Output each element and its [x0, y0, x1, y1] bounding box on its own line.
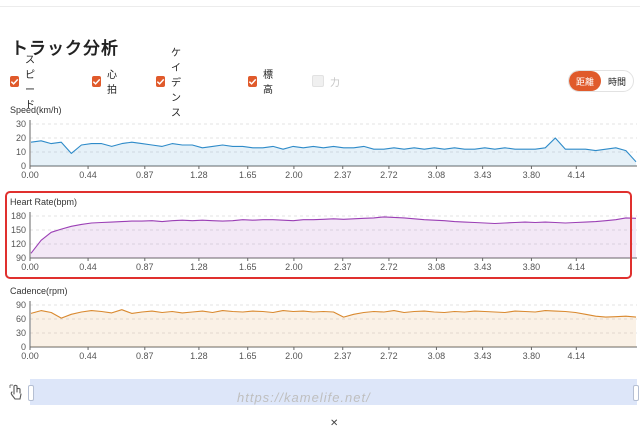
- page-title: トラック分析: [11, 39, 119, 58]
- cadence-chart: Cadence(rpm) 0 30 60 90 0.00 0.44 0.87 1.28 1.65 2…: [0, 281, 640, 363]
- x-tick-label: 1.65: [239, 170, 257, 180]
- y-tick-label: 90: [16, 253, 26, 263]
- speed-series-line: [30, 137, 637, 163]
- filter-cadence[interactable]: ケイデンス: [156, 48, 183, 119]
- speed-checkbox[interactable]: [10, 75, 19, 87]
- filter-speed[interactable]: スピード: [10, 55, 37, 111]
- x-tick-label: 4.14: [568, 262, 586, 272]
- y-tick-label: 0: [21, 342, 26, 352]
- x-tick-label: 3.80: [523, 170, 541, 180]
- filter-elevation[interactable]: 標高: [248, 70, 275, 96]
- x-tick-label: 1.28: [190, 351, 208, 361]
- x-tick-label: 0.44: [79, 170, 97, 180]
- check-icon: [156, 78, 165, 85]
- x-tick-label: 2.72: [380, 262, 398, 272]
- filter-power[interactable]: 力: [312, 73, 340, 89]
- x-tick-label: 1.28: [190, 170, 208, 180]
- x-tick-label: 3.43: [474, 262, 492, 272]
- time-toggle-button[interactable]: 時間: [607, 76, 626, 87]
- x-tick-label: 2.00: [285, 351, 303, 361]
- distance-toggle-button[interactable]: 距離: [569, 71, 601, 91]
- x-tick-label: 0.00: [21, 351, 39, 361]
- y-tick-label: 120: [11, 239, 26, 249]
- close-icon[interactable]: ✕: [330, 418, 339, 429]
- filter-elevation-label: 標高: [263, 70, 273, 96]
- y-tick-label: 10: [16, 147, 26, 157]
- filter-heart-rate[interactable]: 心拍: [92, 70, 119, 96]
- x-tick-label: 0.87: [136, 351, 154, 361]
- power-checkbox[interactable]: [312, 75, 324, 87]
- check-icon: [92, 78, 101, 85]
- y-tick-label: 30: [16, 119, 26, 129]
- filter-cadence-label: ケイデンス: [171, 47, 181, 119]
- y-tick-label: 20: [16, 133, 26, 143]
- watermark: https://kamelife.net/: [237, 390, 371, 405]
- x-tick-label: 1.28: [190, 262, 208, 272]
- x-tick-label: 4.14: [568, 351, 586, 361]
- y-tick-label: 180: [11, 211, 26, 221]
- heart-rate-checkbox[interactable]: [92, 75, 101, 87]
- x-tick-label: 0.44: [79, 262, 97, 272]
- y-tick-label: 60: [16, 314, 26, 324]
- x-tick-label: 2.72: [380, 351, 398, 361]
- heart-rate-highlight-box: [5, 191, 632, 279]
- x-tick-label: 0.44: [79, 351, 97, 361]
- cadence-chart-title: Cadence(rpm): [10, 286, 68, 296]
- x-tick-label: 0.00: [21, 262, 39, 272]
- y-tick-label: 90: [16, 300, 26, 310]
- x-tick-label: 3.08: [428, 262, 446, 272]
- x-tick-label: 2.00: [285, 170, 303, 180]
- x-tick-label: 3.08: [428, 351, 446, 361]
- x-tick-label: 2.37: [334, 170, 352, 180]
- filter-power-label: 力: [330, 77, 340, 89]
- x-tick-label: 2.37: [334, 351, 352, 361]
- speed-chart: Speed(km/h) 0 10 20 30 0.00 0.44 0.87 1.28 1.65 2.…: [0, 100, 640, 182]
- heart-rate-area-fill: [31, 216, 636, 258]
- cadence-series-line: [30, 309, 637, 319]
- heart-rate-chart-title: Heart Rate(bpm): [10, 197, 77, 207]
- x-tick-label: 3.80: [523, 262, 541, 272]
- cadence-checkbox[interactable]: [156, 75, 165, 87]
- cadence-area-fill: [31, 309, 636, 347]
- x-tick-label: 1.65: [239, 351, 257, 361]
- x-tick-label: 1.65: [239, 262, 257, 272]
- elevation-checkbox[interactable]: [248, 75, 257, 87]
- axis-toggle: 距離 時間: [568, 70, 634, 92]
- range-start-handle[interactable]: [28, 385, 34, 401]
- check-icon: [248, 78, 257, 85]
- speed-area-fill: [31, 138, 636, 166]
- x-tick-label: 2.00: [285, 262, 303, 272]
- filter-heart-rate-label: 心拍: [107, 70, 117, 96]
- x-tick-label: 4.14: [568, 170, 586, 180]
- x-tick-label: 3.08: [428, 170, 446, 180]
- x-tick-label: 0.87: [136, 170, 154, 180]
- x-tick-label: 3.43: [474, 351, 492, 361]
- x-tick-label: 2.72: [380, 170, 398, 180]
- heart-rate-series-line: [30, 216, 637, 254]
- check-icon: [10, 78, 19, 85]
- range-selector[interactable]: [28, 379, 639, 405]
- y-tick-label: 30: [16, 328, 26, 338]
- y-tick-label: 150: [11, 225, 26, 235]
- filter-speed-label: スピード: [25, 55, 35, 111]
- hand-pointer-icon[interactable]: [9, 384, 23, 400]
- x-tick-label: 3.80: [523, 351, 541, 361]
- top-divider: [0, 6, 640, 7]
- x-tick-label: 0.00: [21, 170, 39, 180]
- y-tick-label: 0: [21, 161, 26, 171]
- heart-rate-chart: Heart Rate(bpm) 90 120 150 180 0.00 0.44 0.87 1.…: [0, 192, 640, 274]
- range-end-handle[interactable]: [633, 385, 639, 401]
- x-tick-label: 2.37: [334, 262, 352, 272]
- x-tick-label: 0.87: [136, 262, 154, 272]
- speed-chart-title: Speed(km/h): [10, 105, 62, 115]
- x-tick-label: 3.43: [474, 170, 492, 180]
